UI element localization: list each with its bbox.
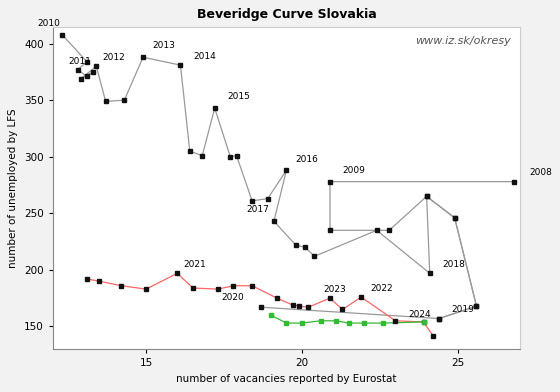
Text: 2017: 2017 — [246, 205, 269, 214]
Text: 2018: 2018 — [442, 260, 465, 269]
Text: 2020: 2020 — [221, 292, 244, 301]
Text: 2015: 2015 — [227, 93, 250, 101]
Text: 2021: 2021 — [184, 260, 206, 269]
X-axis label: number of vacancies reported by Eurostat: number of vacancies reported by Eurostat — [176, 374, 396, 384]
Text: 2019: 2019 — [451, 305, 474, 314]
Text: 2014: 2014 — [193, 52, 216, 61]
Text: www.iz.sk/okresy: www.iz.sk/okresy — [415, 36, 511, 46]
Text: 2009: 2009 — [343, 166, 365, 175]
Text: 2012: 2012 — [102, 53, 125, 62]
Text: 2022: 2022 — [371, 283, 393, 292]
Text: 2008: 2008 — [529, 168, 552, 177]
Text: 2023: 2023 — [324, 285, 347, 294]
Text: 2016: 2016 — [296, 154, 319, 163]
Y-axis label: number of unemployed by LFS: number of unemployed by LFS — [8, 108, 18, 268]
Title: Beveridge Curve Slovakia: Beveridge Curve Slovakia — [197, 8, 376, 21]
Text: 2013: 2013 — [152, 42, 175, 51]
Text: 2024: 2024 — [408, 310, 431, 319]
Text: 2010: 2010 — [37, 19, 60, 28]
Text: 2011: 2011 — [68, 57, 91, 66]
